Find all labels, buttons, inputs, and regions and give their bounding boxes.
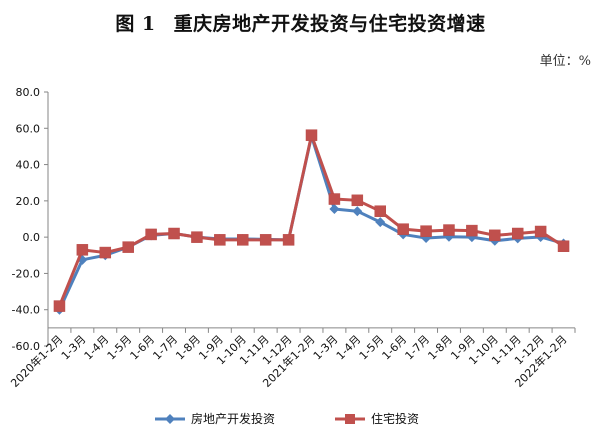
data-point bbox=[489, 229, 501, 242]
data-point bbox=[466, 224, 478, 237]
x-axis: 2020年1-2月1-3月1-4月1-5月1-6月1-7月1-8月1-9月1-1… bbox=[8, 327, 576, 390]
x-tick-label: 1-7月 bbox=[403, 333, 433, 363]
legend-label: 房地产开发投资 bbox=[191, 412, 276, 426]
x-tick-label: 1-8月 bbox=[173, 333, 203, 363]
data-point bbox=[282, 234, 295, 246]
data-point bbox=[443, 224, 455, 236]
data-point bbox=[352, 206, 363, 217]
data-point bbox=[168, 227, 180, 240]
series-line bbox=[58, 133, 565, 307]
y-tick-label: 0.0 bbox=[23, 231, 41, 244]
y-tick-label: -60.0 bbox=[12, 340, 40, 353]
diamond-line-icon bbox=[155, 413, 185, 424]
y-tick-label: 40.0 bbox=[16, 159, 41, 172]
legend-item-residential: 住宅投资 bbox=[335, 410, 419, 427]
data-point bbox=[214, 234, 226, 246]
data-point bbox=[329, 204, 340, 215]
y-axis: 80.0 60.0 40.0 20.0 0.0 -20.0 -40.0 -60.0 bbox=[12, 86, 49, 353]
unit-label: 单位：% bbox=[539, 54, 591, 69]
series-group bbox=[53, 129, 570, 315]
square-line-icon bbox=[335, 413, 365, 424]
x-tick-label: 1-6月 bbox=[380, 333, 410, 363]
data-point bbox=[511, 227, 524, 240]
data-point bbox=[351, 194, 364, 207]
chart-title: 图 1 重庆房地产开发投资与住宅投资增速 bbox=[0, 9, 601, 36]
data-point bbox=[191, 231, 203, 243]
y-tick-label: 60.0 bbox=[16, 122, 41, 135]
x-tick-label: 1-3月 bbox=[311, 333, 341, 363]
x-tick-label: 1-4月 bbox=[82, 333, 112, 363]
data-point bbox=[305, 129, 318, 141]
data-point bbox=[145, 228, 157, 241]
figure-number: 图 1 bbox=[115, 13, 156, 35]
data-point bbox=[374, 205, 386, 217]
data-point bbox=[534, 225, 547, 238]
data-point bbox=[53, 300, 66, 312]
y-tick-label: 20.0 bbox=[16, 195, 41, 208]
x-tick-label: 1-5月 bbox=[105, 333, 135, 363]
data-point bbox=[76, 244, 89, 256]
y-tick-label: 80.0 bbox=[16, 86, 41, 99]
data-point bbox=[328, 193, 341, 205]
data-point bbox=[420, 225, 432, 237]
x-tick-label: 1-5月 bbox=[357, 333, 387, 363]
data-point bbox=[557, 240, 570, 252]
data-point bbox=[99, 246, 112, 259]
data-point bbox=[259, 234, 272, 246]
x-tick-label: 1-8月 bbox=[425, 333, 455, 363]
figure-title: 重庆房地产开发投资与住宅投资增速 bbox=[173, 13, 486, 35]
legend-label: 住宅投资 bbox=[371, 412, 420, 426]
data-point bbox=[237, 234, 249, 246]
legend-item-real-estate: 房地产开发投资 bbox=[155, 410, 275, 427]
x-tick-label: 1-7月 bbox=[150, 333, 180, 363]
x-tick-label: 1-6月 bbox=[128, 333, 158, 363]
y-tick-label: -20.0 bbox=[12, 267, 40, 280]
y-tick-label: -40.0 bbox=[12, 304, 40, 317]
data-point bbox=[122, 241, 134, 253]
data-point bbox=[375, 217, 386, 228]
series-line bbox=[58, 134, 564, 311]
x-tick-label: 1-3月 bbox=[59, 333, 89, 363]
legend: 房地产开发投资 住宅投资 bbox=[155, 410, 485, 430]
data-point bbox=[397, 223, 409, 235]
x-tick-label: 1-4月 bbox=[334, 333, 364, 363]
